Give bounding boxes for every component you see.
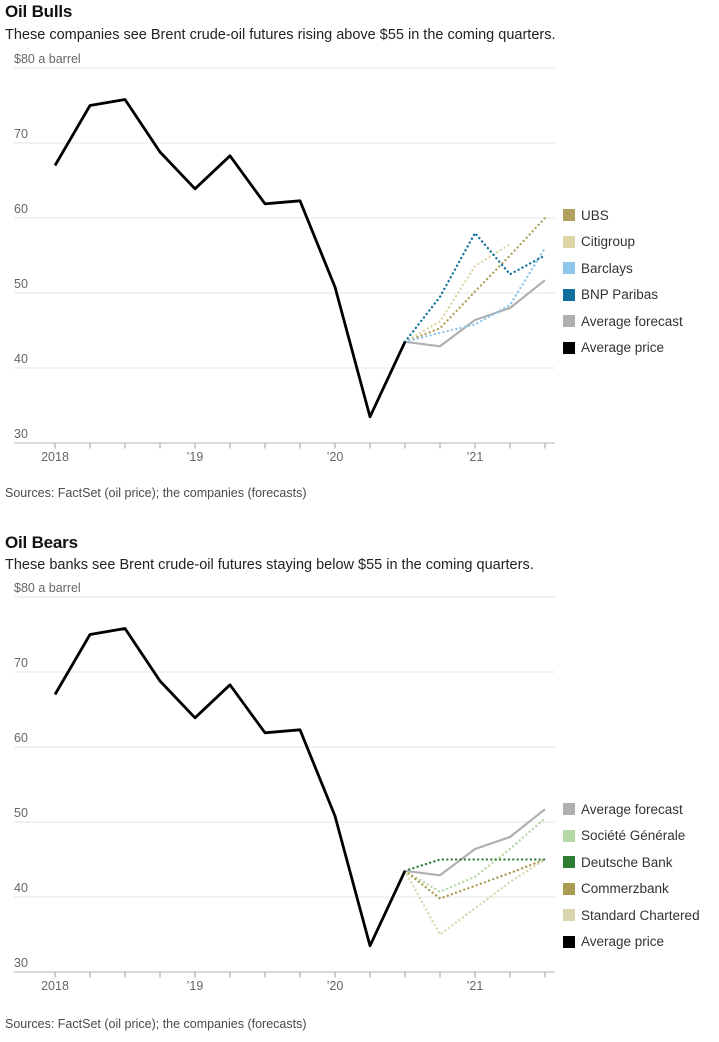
legend-item-soci-t-g-n-rale: Société Générale	[563, 823, 719, 850]
y-tick-label: 30	[14, 427, 28, 441]
legend-swatch	[563, 856, 575, 869]
oil-bulls-plot: 2018 ’19 ’20 ’21 $80 a barrel 70 60 50 40 30	[0, 50, 719, 470]
y-tick-label: 70	[14, 127, 28, 141]
legend-item-ubs: UBS	[563, 202, 719, 229]
legend-item-commerzbank: Commerzbank	[563, 876, 719, 903]
oil-bears-svg: 2018 ’19 ’20 ’21 $80 a barrel 70 60 50 40 30	[14, 581, 555, 993]
series-ubs-line	[403, 216, 547, 343]
legend-label: Average price	[581, 934, 665, 950]
legend-swatch	[563, 262, 575, 275]
x-tick-label: ’21	[467, 979, 484, 993]
legend-swatch	[563, 235, 575, 248]
x-tick-label: 2018	[41, 979, 69, 993]
legend-item-standard-chartered: Standard Chartered	[563, 902, 719, 929]
legend-item-average-forecast: Average forecast	[563, 308, 719, 335]
legend-label: Average forecast	[581, 313, 683, 329]
y-tick-label: 40	[14, 881, 28, 895]
legend-label: BNP Paribas	[581, 287, 659, 303]
chart-title: Oil Bulls	[5, 2, 73, 21]
chart-title: Oil Bears	[5, 533, 78, 552]
series-commerzbank-line	[403, 858, 547, 900]
oil-bulls-legend: UBS Citigroup Barclays BNP Paribas Average f…	[563, 202, 719, 361]
y-axis-unit-label: $80 a barrel	[14, 52, 81, 66]
series-average-forecast-line	[404, 808, 546, 877]
series-deutsche-bank-line	[403, 858, 547, 872]
series-average-price-line	[53, 98, 407, 419]
y-tick-label: 30	[14, 956, 28, 970]
legend-swatch	[563, 882, 575, 895]
series-average-forecast-line	[404, 279, 546, 348]
y-tick-label: 70	[14, 656, 28, 670]
x-tick-label: 2018	[41, 450, 69, 464]
legend-label: Commerzbank	[581, 881, 669, 897]
x-tick-label: ’21	[467, 450, 484, 464]
legend-label: Société Générale	[581, 828, 686, 844]
y-tick-label: 40	[14, 352, 28, 366]
legend-swatch	[563, 803, 575, 816]
x-tick-label: ’19	[187, 979, 204, 993]
legend-label: Barclays	[581, 260, 633, 276]
oil-bears-legend: Average forecast Société Générale Deutsche…	[563, 796, 719, 955]
oil-bulls-section: Oil Bulls These companies see Brent crud…	[0, 2, 719, 500]
legend-swatch	[563, 288, 575, 301]
legend-label: Average price	[581, 340, 665, 356]
series-soci-t-g-n-rale-line	[403, 817, 547, 893]
legend-swatch	[563, 315, 575, 328]
y-tick-label: 50	[14, 277, 28, 291]
oil-bears-section: Oil Bears These banks see Brent crude-oi…	[0, 529, 719, 1042]
legend-swatch	[563, 209, 575, 222]
legend-label: Standard Chartered	[581, 907, 700, 923]
legend-item-bnp-paribas: BNP Paribas	[563, 282, 719, 309]
chart-source: Sources: FactSet (oil price); the compan…	[5, 486, 307, 500]
chart-subtitle: These companies see Brent crude-oil futu…	[5, 27, 556, 43]
legend-swatch	[563, 909, 575, 922]
x-tick-label: ’20	[327, 979, 344, 993]
x-tick-label: ’20	[327, 450, 344, 464]
legend-item-barclays: Barclays	[563, 255, 719, 282]
chart-source: Sources: FactSet (oil price); the compan…	[5, 1017, 307, 1031]
y-tick-label: 50	[14, 806, 28, 820]
series-average-price-line	[53, 627, 407, 948]
legend-label: Citigroup	[581, 234, 636, 250]
series-standard-chartered-line	[403, 858, 547, 936]
legend-swatch	[563, 341, 575, 354]
legend-item-average-price: Average price	[563, 335, 719, 362]
series-barclays-line	[403, 246, 547, 343]
legend-item-citigroup: Citigroup	[563, 229, 719, 256]
x-tick-label: ’19	[187, 450, 204, 464]
y-tick-label: 60	[14, 202, 28, 216]
oil-bulls-svg: 2018 ’19 ’20 ’21 $80 a barrel 70 60 50 40 30	[14, 52, 555, 464]
legend-item-average-price: Average price	[563, 929, 719, 956]
legend-label: UBS	[581, 207, 609, 223]
y-tick-label: 60	[14, 731, 28, 745]
legend-label: Deutsche Bank	[581, 854, 673, 870]
legend-label: Average forecast	[581, 801, 683, 817]
oil-bears-plot: 2018 ’19 ’20 ’21 $80 a barrel 70 60 50 40 30	[0, 579, 719, 999]
legend-item-deutsche-bank: Deutsche Bank	[563, 849, 719, 876]
legend-item-average-forecast: Average forecast	[563, 796, 719, 823]
y-axis-unit-label: $80 a barrel	[14, 581, 81, 595]
chart-subtitle: These banks see Brent crude-oil futures …	[5, 557, 534, 573]
series-bnp-paribas-line	[403, 231, 547, 343]
legend-swatch	[563, 829, 575, 842]
legend-swatch	[563, 935, 575, 948]
